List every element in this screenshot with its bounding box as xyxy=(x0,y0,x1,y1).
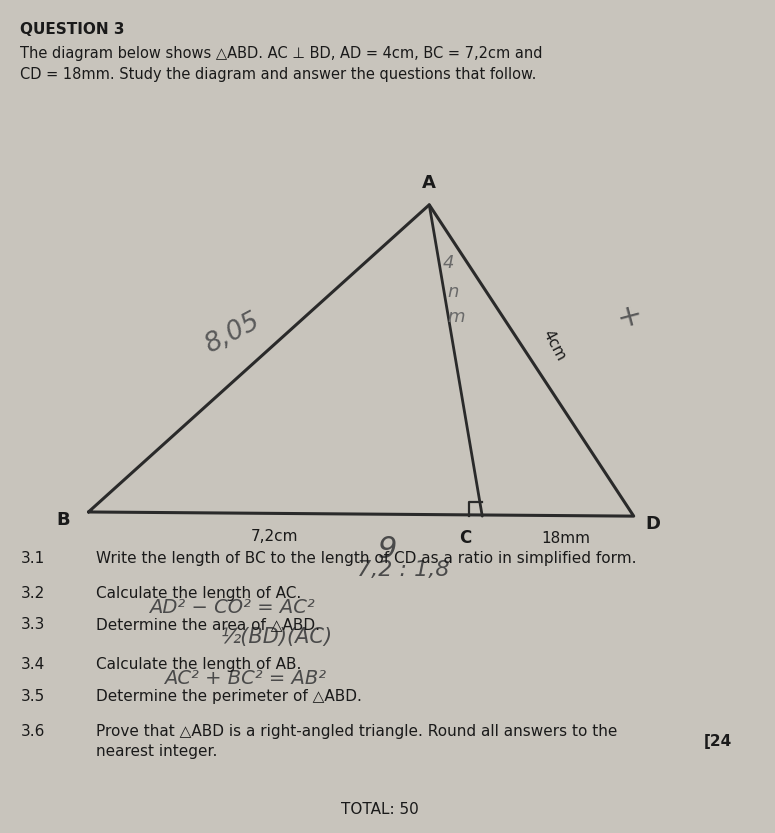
Text: Prove that △ABD is a right-angled triangle. Round all answers to the
nearest int: Prove that △ABD is a right-angled triang… xyxy=(96,724,618,759)
Text: 8,05: 8,05 xyxy=(201,308,264,359)
Text: m: m xyxy=(447,308,464,326)
Text: 9: 9 xyxy=(378,535,398,564)
Text: n: n xyxy=(448,283,459,301)
Text: Write the length of BC to the length of CD as a ratio in simplified form.: Write the length of BC to the length of … xyxy=(96,551,636,566)
Text: TOTAL: 50: TOTAL: 50 xyxy=(341,801,419,816)
Text: 3.3: 3.3 xyxy=(20,617,45,632)
Text: 4: 4 xyxy=(443,254,454,272)
Text: D: D xyxy=(645,516,660,533)
Text: Determine the perimeter of △ABD.: Determine the perimeter of △ABD. xyxy=(96,689,362,704)
Text: 3.1: 3.1 xyxy=(20,551,45,566)
Text: 18mm: 18mm xyxy=(541,531,590,546)
Text: A: A xyxy=(422,174,436,192)
Text: 3.5: 3.5 xyxy=(20,689,45,704)
Text: C: C xyxy=(459,529,471,546)
Text: B: B xyxy=(56,511,70,529)
Text: [24: [24 xyxy=(704,734,732,749)
Text: QUESTION 3: QUESTION 3 xyxy=(20,22,125,37)
Text: 4cm: 4cm xyxy=(540,328,569,364)
Text: AD² − CO² = AC²: AD² − CO² = AC² xyxy=(149,598,315,617)
Text: 3.2: 3.2 xyxy=(20,586,45,601)
Text: CD = 18mm. Study the diagram and answer the questions that follow.: CD = 18mm. Study the diagram and answer … xyxy=(20,67,537,82)
Text: +: + xyxy=(614,300,646,334)
Text: Determine the area of △ABD.: Determine the area of △ABD. xyxy=(96,617,320,632)
Text: Calculate the length of AB.: Calculate the length of AB. xyxy=(96,657,301,672)
Text: ½(BD)(AC): ½(BD)(AC) xyxy=(221,626,333,646)
Text: 3.6: 3.6 xyxy=(20,724,45,739)
Text: 7,2cm: 7,2cm xyxy=(250,529,298,544)
Text: 7,2 : 1,8: 7,2 : 1,8 xyxy=(357,560,450,580)
Text: The diagram below shows △ABD. AC ⊥ BD, AD = 4cm, BC = 7,2cm and: The diagram below shows △ABD. AC ⊥ BD, A… xyxy=(20,46,542,61)
Text: Calculate the length of AC.: Calculate the length of AC. xyxy=(96,586,301,601)
Text: AC² + BC² = AB²: AC² + BC² = AB² xyxy=(164,669,326,687)
Text: 3.4: 3.4 xyxy=(20,657,45,672)
